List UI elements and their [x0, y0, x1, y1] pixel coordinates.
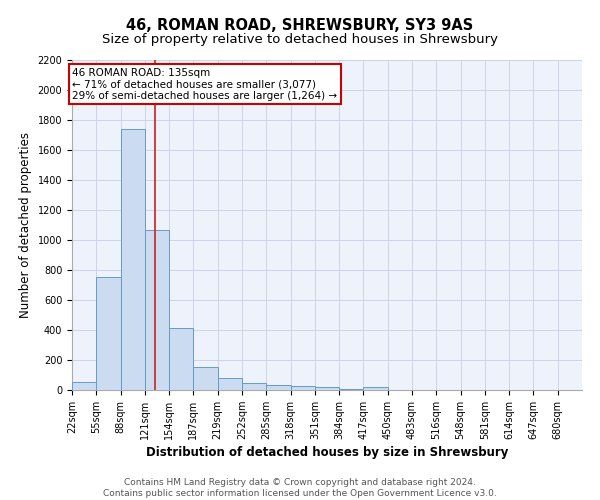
Bar [121, 129, 145, 390]
Bar [242, 383, 266, 390]
Bar [96, 277, 121, 390]
Bar [218, 378, 242, 390]
Bar [193, 367, 218, 390]
Bar [169, 328, 193, 390]
Text: Size of property relative to detached houses in Shrewsbury: Size of property relative to detached ho… [102, 32, 498, 46]
Y-axis label: Number of detached properties: Number of detached properties [19, 132, 32, 318]
Bar [266, 385, 290, 390]
X-axis label: Distribution of detached houses by size in Shrewsbury: Distribution of detached houses by size … [146, 446, 508, 459]
Text: Contains HM Land Registry data © Crown copyright and database right 2024.
Contai: Contains HM Land Registry data © Crown c… [103, 478, 497, 498]
Bar [339, 389, 364, 390]
Text: 46, ROMAN ROAD, SHREWSBURY, SY3 9AS: 46, ROMAN ROAD, SHREWSBURY, SY3 9AS [127, 18, 473, 32]
Bar [145, 230, 169, 390]
Bar [290, 386, 315, 390]
Text: 46 ROMAN ROAD: 135sqm
← 71% of detached houses are smaller (3,077)
29% of semi-d: 46 ROMAN ROAD: 135sqm ← 71% of detached … [73, 68, 337, 100]
Bar [315, 388, 339, 390]
Bar [364, 388, 388, 390]
Bar [72, 382, 96, 390]
